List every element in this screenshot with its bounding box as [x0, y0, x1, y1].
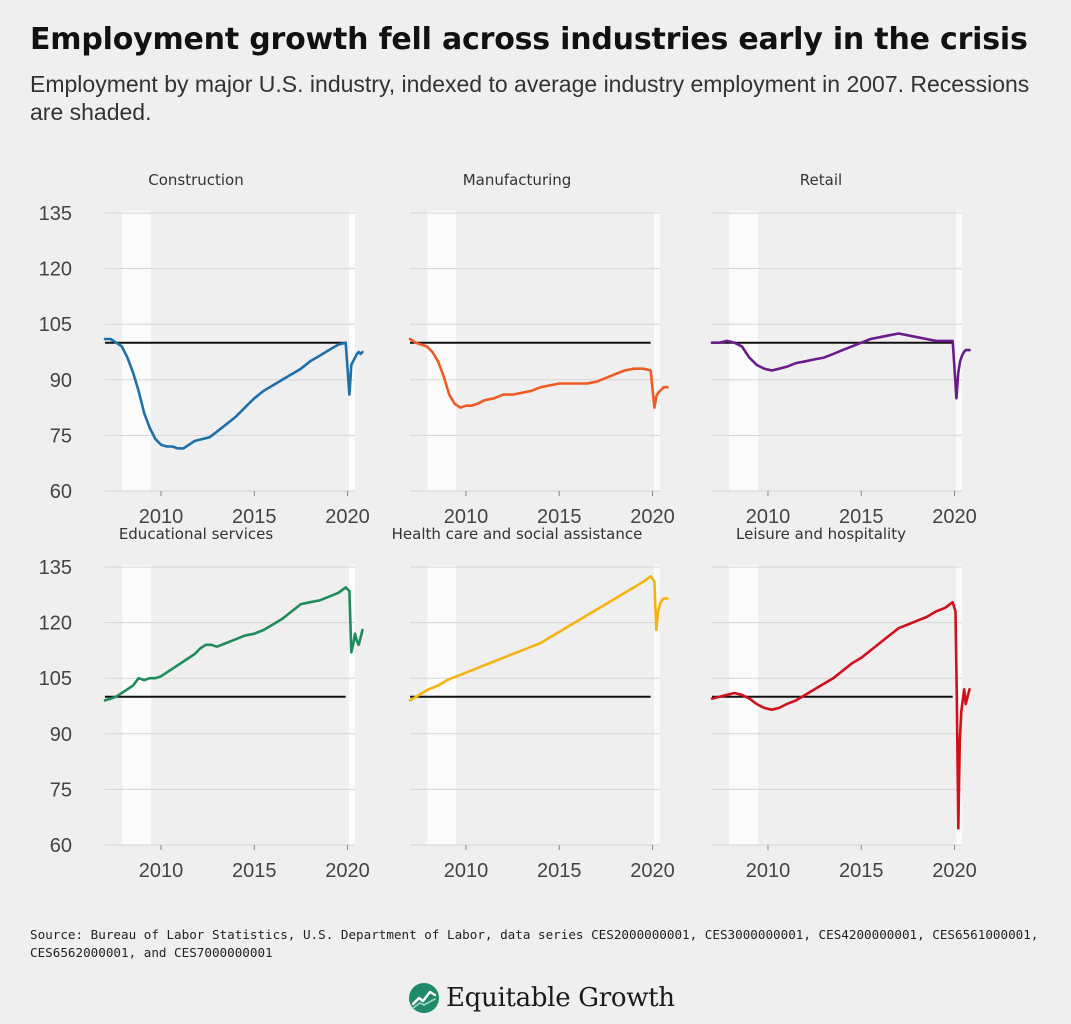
recession-shade: [122, 211, 151, 491]
x-tick-label: 2015: [839, 506, 884, 528]
x-tick-label: 2020: [932, 506, 977, 528]
panel-title: Construction: [148, 171, 244, 189]
y-tick-label: 120: [39, 613, 72, 635]
y-tick-label: 120: [39, 259, 72, 281]
equitable-growth-logo: Equitable Growth: [408, 980, 675, 1016]
series-line: [710, 332, 971, 400]
panel-educational-services: Educational services 60 75 90 105 120 135 2010 2…: [39, 525, 370, 882]
x-tick-label: 2010: [444, 860, 489, 882]
y-tick-label: 60: [50, 835, 72, 857]
x-tick-label: 2020: [325, 506, 370, 528]
y-tick-label: 135: [39, 557, 72, 579]
x-tick-label: 2020: [325, 860, 370, 882]
chart-subtitle: Employment by major U.S. industry, index…: [30, 71, 1030, 125]
x-tick-label: 2015: [537, 860, 582, 882]
series-line: [710, 600, 971, 830]
recession-shade: [349, 565, 355, 845]
logo-text: Equitable Growth: [446, 983, 675, 1013]
recession-shade: [956, 565, 962, 845]
x-tick-label: 2020: [932, 860, 977, 882]
series-line: [103, 337, 364, 450]
y-tick-label: 75: [50, 425, 72, 447]
y-tick-label: 90: [50, 724, 72, 746]
panel-health-care-and-social-assistance: Health care and social assistance 2010 201…: [392, 525, 675, 882]
series-line: [408, 575, 669, 702]
panel-construction: Construction 60 75 90 105 120 135 2010 2015 2020: [39, 171, 370, 528]
recession-shade: [654, 211, 660, 491]
x-tick-label: 2020: [630, 506, 675, 528]
y-tick-label: 60: [50, 481, 72, 503]
y-tick-label: 135: [39, 203, 72, 225]
equitable-growth-logo-icon: [409, 983, 439, 1013]
series-line: [103, 586, 364, 702]
x-tick-label: 2010: [139, 860, 184, 882]
x-tick-label: 2010: [746, 506, 791, 528]
x-tick-label: 2020: [630, 860, 675, 882]
recession-shade: [122, 565, 151, 845]
y-tick-label: 105: [39, 314, 72, 336]
panel-title: Manufacturing: [463, 171, 572, 189]
source-note: Source: Bureau of Labor Statistics, U.S.…: [30, 927, 1039, 960]
panel-title: Retail: [800, 171, 842, 189]
y-tick-label: 90: [50, 370, 72, 392]
recession-shade: [349, 211, 355, 491]
x-tick-label: 2015: [839, 860, 884, 882]
series-line: [408, 337, 669, 409]
panel-retail: Retail 2010 2015 2020: [710, 171, 977, 528]
panel-leisure-and-hospitality: Leisure and hospitality 2010 2015 2020: [710, 525, 977, 882]
y-tick-label: 75: [50, 779, 72, 801]
x-tick-label: 2010: [746, 860, 791, 882]
panel-title: Leisure and hospitality: [736, 525, 906, 543]
recession-shade: [729, 565, 758, 845]
panel-title: Health care and social assistance: [392, 525, 643, 543]
x-tick-label: 2015: [232, 506, 277, 528]
panel-manufacturing: Manufacturing 2010 2015 2020: [408, 171, 675, 528]
recession-shade: [654, 565, 660, 845]
x-tick-label: 2010: [444, 506, 489, 528]
chart-title: Employment growth fell across industries…: [30, 22, 1028, 57]
y-tick-label: 105: [39, 668, 72, 690]
x-tick-label: 2010: [139, 506, 184, 528]
recession-shade: [956, 211, 962, 491]
recession-shade: [427, 565, 456, 845]
x-tick-label: 2015: [537, 506, 582, 528]
x-tick-label: 2015: [232, 860, 277, 882]
panel-title: Educational services: [119, 525, 274, 543]
